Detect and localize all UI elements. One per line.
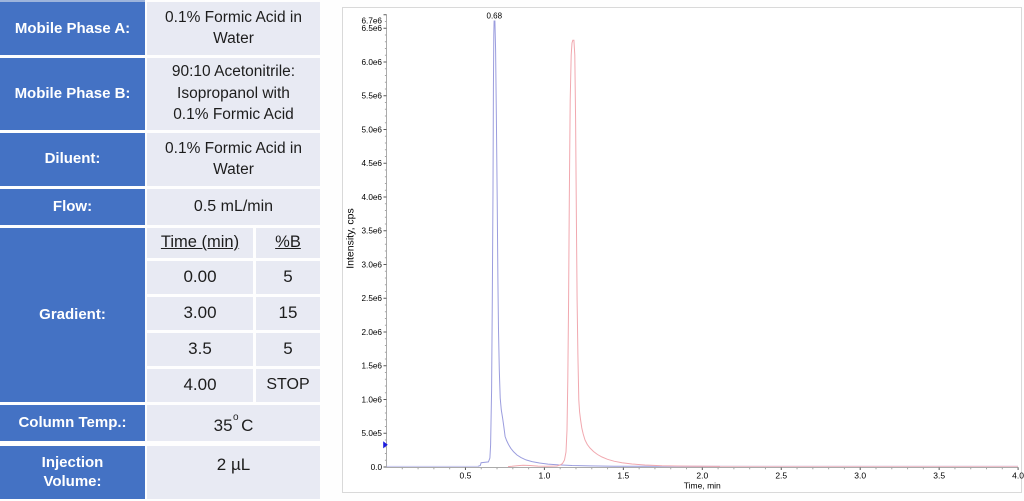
- svg-text:6.5e6: 6.5e6: [362, 24, 383, 33]
- svg-text:4.0: 4.0: [1012, 471, 1024, 481]
- svg-text:1.5: 1.5: [617, 471, 629, 481]
- svg-text:5.0e5: 5.0e5: [362, 429, 383, 438]
- svg-text:3.5e6: 3.5e6: [362, 227, 383, 236]
- svg-text:3.0: 3.0: [854, 471, 866, 481]
- svg-text:1.5e6: 1.5e6: [362, 362, 383, 371]
- svg-text:Time, min: Time, min: [684, 481, 721, 491]
- svg-text:2.0e6: 2.0e6: [362, 328, 383, 337]
- svg-text:4.0e6: 4.0e6: [362, 193, 383, 202]
- svg-text:2.5: 2.5: [775, 471, 787, 481]
- svg-text:0.0: 0.0: [371, 463, 383, 472]
- svg-text:Intensity, cps: Intensity, cps: [345, 208, 357, 269]
- svg-text:3.0e6: 3.0e6: [362, 260, 383, 269]
- svg-text:4.5e6: 4.5e6: [362, 159, 383, 168]
- svg-text:1.0: 1.0: [538, 471, 550, 481]
- svg-text:2.5e6: 2.5e6: [362, 294, 383, 303]
- svg-text:6.0e6: 6.0e6: [362, 58, 383, 67]
- svg-text:1.0e6: 1.0e6: [362, 395, 383, 404]
- svg-text:2.0: 2.0: [696, 471, 708, 481]
- svg-text:5.0e6: 5.0e6: [362, 125, 383, 134]
- svg-text:6.7e6: 6.7e6: [362, 16, 383, 25]
- svg-text:5.5e6: 5.5e6: [362, 92, 383, 101]
- svg-text:3.5: 3.5: [933, 471, 945, 481]
- svg-text:0.68: 0.68: [487, 12, 503, 21]
- svg-text:0.5: 0.5: [460, 471, 472, 481]
